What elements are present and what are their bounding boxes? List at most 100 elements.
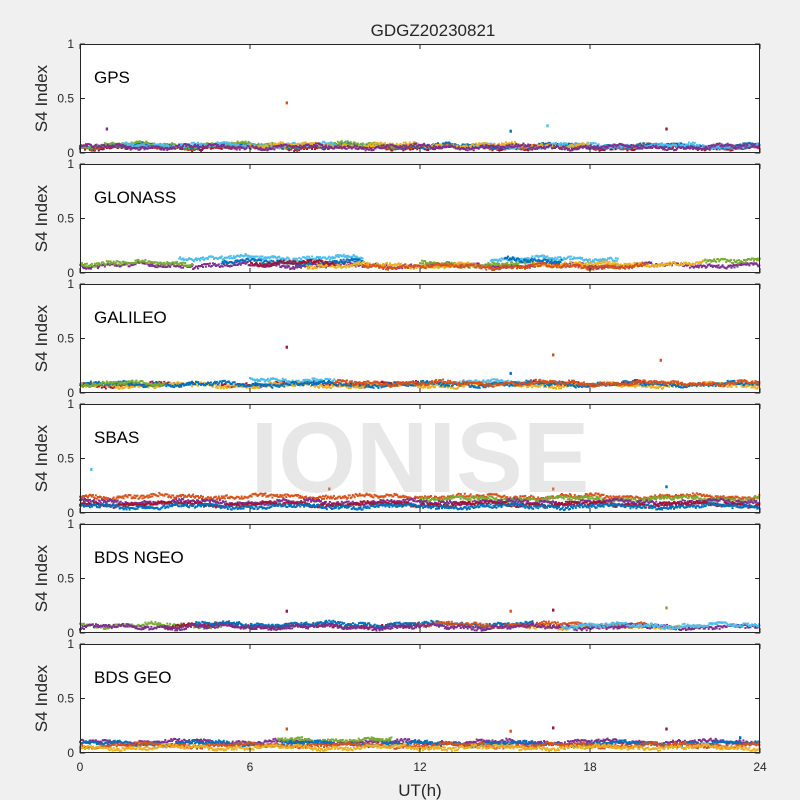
data-point [146,147,149,150]
data-point [349,141,352,144]
data-point [509,263,512,266]
data-point [696,264,699,267]
data-point [180,266,183,269]
data-point [197,267,199,270]
data-point [135,261,138,264]
data-point [497,144,500,147]
data-point [84,263,86,265]
data-point [271,147,274,150]
data-point [500,142,503,145]
data-point [705,261,708,264]
data-point [516,145,519,148]
data-point [267,148,270,151]
data-point [179,147,182,150]
data-point [116,146,119,149]
data-point [678,142,680,145]
data-point [485,144,488,147]
data-point [353,144,356,147]
data-point [141,141,144,144]
data-point [372,143,374,146]
data-point [285,143,288,146]
data-point [184,143,187,145]
data-point [555,142,557,144]
data-point [244,144,247,147]
panel-0-outlier-2 [509,129,512,133]
data-point [177,146,180,149]
data-point [402,149,405,152]
data-point [257,142,260,145]
data-point [244,140,247,143]
data-point [712,260,715,263]
data-point [132,143,135,146]
data-point [717,264,720,267]
data-point [749,146,752,149]
data-point [567,147,570,150]
data-point [363,146,366,149]
data-point [504,147,507,150]
data-point [202,142,205,145]
data-point [661,142,664,145]
data-point [184,262,187,264]
data-point [672,146,674,149]
data-point [466,149,469,152]
data-point [498,262,501,265]
data-point [128,265,131,268]
data-point [698,147,701,150]
data-point [163,148,166,151]
data-point [196,265,198,268]
data-point [587,145,590,148]
data-point [272,145,275,148]
data-point [183,264,186,267]
data-point [606,146,609,149]
data-point [512,147,515,150]
data-point [222,143,225,146]
data-point [514,263,517,266]
data-point [160,148,163,151]
data-point [612,146,615,148]
data-point [589,144,592,147]
data-point [254,147,257,150]
data-point [85,145,88,148]
data-point [688,147,691,150]
data-point [600,145,603,148]
data-point [321,144,323,146]
data-point [356,142,359,145]
data-point [725,144,728,147]
data-point [402,141,405,144]
data-point [717,145,720,148]
data-point [600,148,603,151]
data-point [213,262,216,265]
data-point [354,147,357,150]
data-point [699,264,702,267]
data-point [739,147,742,150]
data-point [421,259,423,262]
data-point [432,261,435,264]
data-point [521,147,524,150]
data-point [691,141,694,144]
data-point [192,263,195,266]
data-point [738,259,740,262]
data-point [603,149,606,152]
data-point [611,148,614,151]
data-point [408,141,411,144]
data-point [137,258,140,261]
data-point [424,148,427,151]
data-point [93,148,96,151]
data-point [594,142,597,145]
data-point [592,142,595,144]
data-point [173,263,176,266]
data-point [195,257,197,260]
data-point [715,148,718,151]
data-point [94,143,97,146]
data-point [316,147,318,150]
data-point [736,259,739,262]
data-point [99,146,102,149]
data-point [626,149,629,152]
data-point [125,141,128,144]
data-point [716,266,719,269]
data-point [415,142,418,145]
data-point [493,262,496,265]
data-point [464,148,467,151]
data-point [717,258,720,261]
